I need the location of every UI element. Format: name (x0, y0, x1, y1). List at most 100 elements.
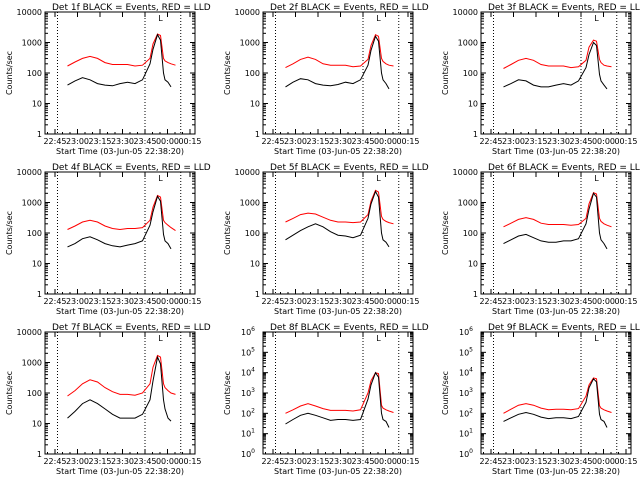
x-tick-label: 00:00 (156, 457, 179, 466)
x-tick-label: 00:00 (156, 137, 179, 146)
x-tick-label: 23:15 (524, 137, 547, 146)
plot-frame (262, 11, 414, 135)
x-tick-label: 23:30 (547, 297, 570, 306)
x-tick-label: 23:00 (66, 297, 89, 306)
panel-title: Det 6f BLACK = Events, RED = LLD (488, 163, 640, 173)
x-tick-label: 23:45 (569, 297, 592, 306)
y-tick-label: 101 (459, 428, 473, 439)
y-tick-label: 1 (37, 130, 42, 139)
x-tick-label: 23:30 (111, 457, 134, 466)
y-tick-label: 100 (463, 69, 478, 78)
x-tick-label: 23:30 (111, 297, 134, 306)
plot-frame (44, 171, 196, 295)
y-tick-label: 105 (459, 346, 473, 357)
x-tick-label: 23:45 (351, 137, 374, 146)
interval-marker-label: L (158, 334, 163, 343)
y-tick-label: 1 (255, 290, 260, 299)
x-tick-label: 22:45 (261, 137, 284, 146)
x-tick-label: 23:30 (547, 137, 570, 146)
y-tick-label: 100 (241, 448, 255, 459)
interval-marker-label: L (376, 174, 381, 183)
x-tick-label: 22:45 (261, 297, 284, 306)
x-tick-label: 22:45 (43, 137, 66, 146)
interval-marker-label: L (158, 174, 163, 183)
y-tick-label: 1000 (22, 199, 42, 208)
x-axis-label: Start Time (03-Jun-05 22:38:20) (56, 307, 184, 316)
y-axis-label: Counts/sec (5, 211, 14, 255)
x-tick-label: 00:00 (592, 297, 615, 306)
y-axis-label: Counts/sec (223, 51, 232, 95)
x-tick-label: 00:15 (396, 137, 419, 146)
x-tick-label: 23:45 (133, 457, 156, 466)
panel-title: Det 9f BLACK = Events, RED = LLD (488, 323, 640, 333)
series-events-line (503, 192, 608, 250)
x-axis-label: Start Time (03-Jun-05 22:38:20) (274, 307, 402, 316)
x-tick-label: 00:15 (178, 297, 201, 306)
y-tick-label: 106 (241, 326, 255, 337)
y-tick-label: 1000 (240, 199, 260, 208)
y-tick-label: 10000 (453, 8, 478, 17)
x-axis-label: Start Time (03-Jun-05 22:38:20) (56, 467, 184, 476)
interval-marker-label: L (158, 14, 163, 23)
y-axis-label: Counts/sec (223, 371, 232, 415)
y-tick-label: 1 (473, 290, 478, 299)
y-tick-label: 100 (245, 229, 260, 238)
y-tick-label: 100 (463, 229, 478, 238)
x-tick-label: 23:30 (329, 457, 352, 466)
interval-marker-label: L (594, 14, 599, 23)
series-events-line (285, 190, 390, 248)
x-tick-label: 23:00 (66, 137, 89, 146)
interval-marker-label: L (594, 334, 599, 343)
series-events-line (503, 377, 608, 428)
plot-frame (44, 11, 196, 135)
series-lld-line (503, 39, 612, 69)
plot-frame (480, 171, 632, 295)
y-axis-label: Counts/sec (441, 371, 450, 415)
y-tick-label: 1000 (458, 199, 478, 208)
y-tick-label: 105 (241, 346, 255, 357)
y-tick-label: 104 (459, 367, 473, 378)
plot-frame (262, 331, 414, 455)
x-tick-label: 23:00 (284, 457, 307, 466)
series-events-line (67, 195, 172, 250)
y-tick-label: 10 (32, 420, 42, 429)
y-tick-label: 100 (245, 69, 260, 78)
y-tick-label: 1 (37, 450, 42, 459)
x-axis-label: Start Time (03-Jun-05 22:38:20) (274, 467, 402, 476)
x-axis-label: Start Time (03-Jun-05 22:38:20) (492, 147, 620, 156)
y-tick-label: 104 (241, 367, 255, 378)
y-tick-label: 10000 (17, 8, 42, 17)
x-tick-label: 23:45 (569, 137, 592, 146)
panel-title: Det 5f BLACK = Events, RED = LLD (270, 163, 429, 173)
y-tick-label: 10 (468, 100, 478, 109)
y-axis-label: Counts/sec (5, 371, 14, 415)
y-tick-label: 10 (250, 100, 260, 109)
series-events-line (285, 371, 390, 428)
x-axis-label: Start Time (03-Jun-05 22:38:20) (492, 467, 620, 476)
series-lld-line (67, 354, 176, 397)
x-tick-label: 23:45 (351, 297, 374, 306)
y-tick-label: 1000 (240, 39, 260, 48)
y-tick-label: 1 (37, 290, 42, 299)
y-tick-label: 10000 (235, 168, 260, 177)
x-tick-label: 00:00 (374, 457, 397, 466)
y-tick-label: 10000 (17, 328, 42, 337)
y-tick-label: 100 (459, 448, 473, 459)
y-tick-label: 1000 (22, 39, 42, 48)
y-tick-label: 101 (241, 428, 255, 439)
x-tick-label: 23:30 (111, 137, 134, 146)
x-tick-label: 23:15 (524, 297, 547, 306)
y-axis-label: Counts/sec (5, 51, 14, 95)
x-tick-label: 00:15 (614, 297, 637, 306)
y-tick-label: 1 (255, 130, 260, 139)
x-tick-label: 23:45 (133, 137, 156, 146)
panel-title: Det 3f BLACK = Events, RED = LLD (488, 3, 640, 13)
x-tick-label: 23:00 (66, 457, 89, 466)
x-tick-label: 23:15 (306, 297, 329, 306)
